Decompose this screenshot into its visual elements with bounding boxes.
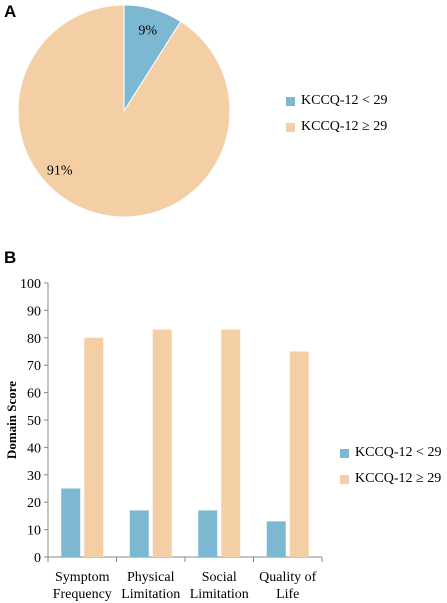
pie-slice-label: 9%: [138, 24, 157, 39]
y-tick-label: 30: [27, 469, 41, 484]
y-tick-label: 70: [27, 359, 41, 374]
panel-b-label: B: [4, 248, 17, 267]
x-tick-label: Social: [202, 570, 237, 585]
pie-chart: 9% 91%: [17, 4, 231, 218]
bar: [221, 329, 241, 557]
y-tick-label: 20: [27, 496, 41, 511]
legend-swatch-high: [286, 122, 295, 132]
panel-a-label: A: [4, 2, 17, 21]
pie-legend: KCCQ-12 < 29 KCCQ-12 ≥ 29: [286, 88, 387, 140]
legend-label: KCCQ-12 ≥ 29: [355, 471, 442, 486]
x-tick-label: Limitation: [121, 587, 180, 602]
pie-slice-label: 91%: [47, 163, 73, 178]
y-tick-label: 40: [27, 441, 41, 456]
pie-legend-item: KCCQ-12 ≥ 29: [286, 114, 387, 140]
y-tick-label: 50: [27, 414, 41, 429]
x-tick-label: Symptom: [55, 570, 110, 585]
legend-label: KCCQ-12 < 29: [355, 445, 442, 460]
y-axis-title: Domain Score: [4, 381, 19, 459]
legend-swatch-low: [340, 448, 349, 458]
bar: [198, 510, 218, 557]
bar-legend: KCCQ-12 < 29 KCCQ-12 ≥ 29: [340, 440, 441, 492]
legend-swatch-high: [340, 474, 349, 484]
x-tick-label: Life: [276, 587, 299, 602]
x-tick-label: Frequency: [53, 587, 112, 602]
x-tick-label: Limitation: [190, 587, 249, 602]
y-tick-label: 60: [27, 387, 41, 402]
legend-swatch-low: [286, 96, 295, 106]
y-tick-label: 0: [34, 551, 41, 566]
bar: [129, 510, 149, 557]
y-tick-label: 90: [27, 304, 41, 319]
bar: [61, 488, 81, 557]
bar: [289, 351, 309, 557]
x-tick-label: Physical: [127, 570, 175, 585]
y-tick-label: 100: [20, 277, 41, 292]
bar-legend-item: KCCQ-12 ≥ 29: [340, 466, 441, 492]
y-tick-label: 80: [27, 332, 41, 347]
bar: [84, 337, 104, 557]
pie-legend-item: KCCQ-12 < 29: [286, 88, 387, 114]
y-tick-label: 10: [27, 524, 41, 539]
pie-slice: [17, 4, 231, 218]
bar: [266, 521, 286, 557]
bar-legend-item: KCCQ-12 < 29: [340, 440, 441, 466]
x-tick-label: Quality of: [259, 570, 316, 585]
bar: [152, 329, 172, 557]
legend-label: KCCQ-12 < 29: [301, 93, 388, 108]
legend-label: KCCQ-12 ≥ 29: [301, 119, 388, 134]
